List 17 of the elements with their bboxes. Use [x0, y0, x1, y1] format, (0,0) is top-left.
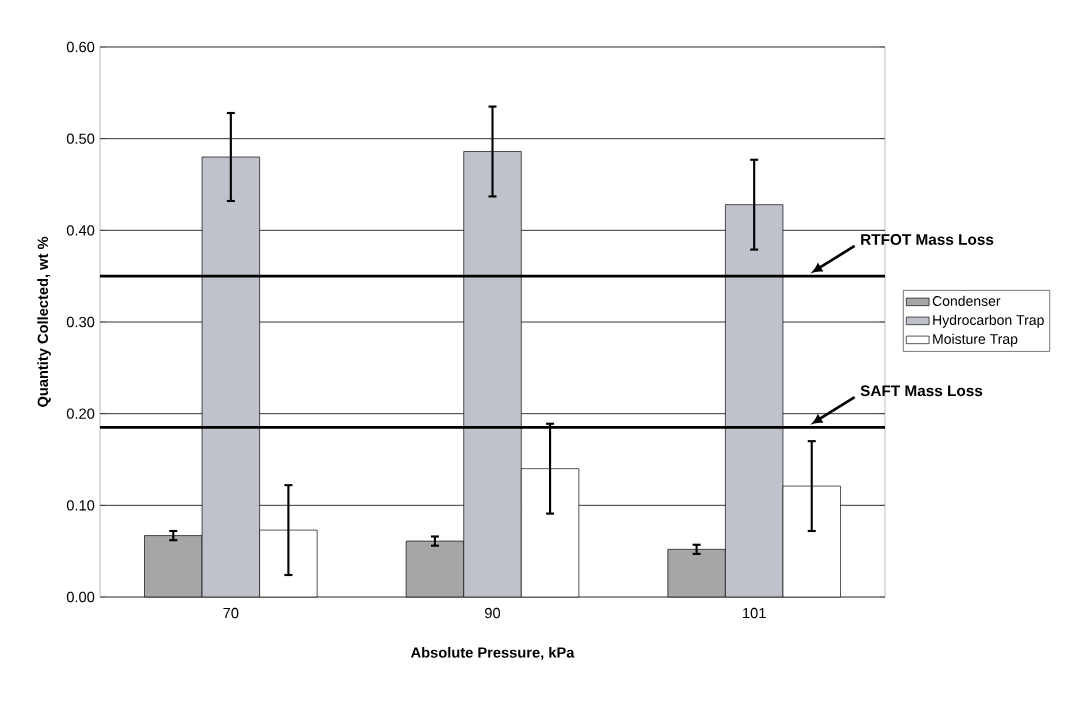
- x-tick-label: 90: [485, 607, 501, 619]
- y-tick-label: 0.50: [66, 133, 95, 144]
- x-tick-label: 101: [743, 607, 766, 619]
- x-tick-label: 70: [223, 607, 239, 619]
- y-tick-label: 0.60: [66, 41, 95, 53]
- y-tick-label: 0.00: [66, 591, 95, 603]
- legend-label: Condenser: [932, 295, 1001, 306]
- ref-line-label: RTFOT Mass Loss: [861, 234, 994, 245]
- y-axis-title: Quantity Collected, wt %: [37, 236, 51, 407]
- y-tick-label: 0.30: [66, 316, 95, 328]
- y-tick-label: 0.20: [66, 408, 95, 419]
- x-axis-title: Absolute Pressure, kPa: [410, 646, 575, 660]
- legend-label: Hydrocarbon Trap: [933, 314, 1044, 328]
- legend-label: Moisture Trap: [933, 333, 1018, 347]
- y-tick-label: 0.10: [66, 500, 95, 511]
- ref-line-label: SAFT Mass Loss: [860, 385, 983, 397]
- y-tick-label: 0.40: [66, 225, 95, 236]
